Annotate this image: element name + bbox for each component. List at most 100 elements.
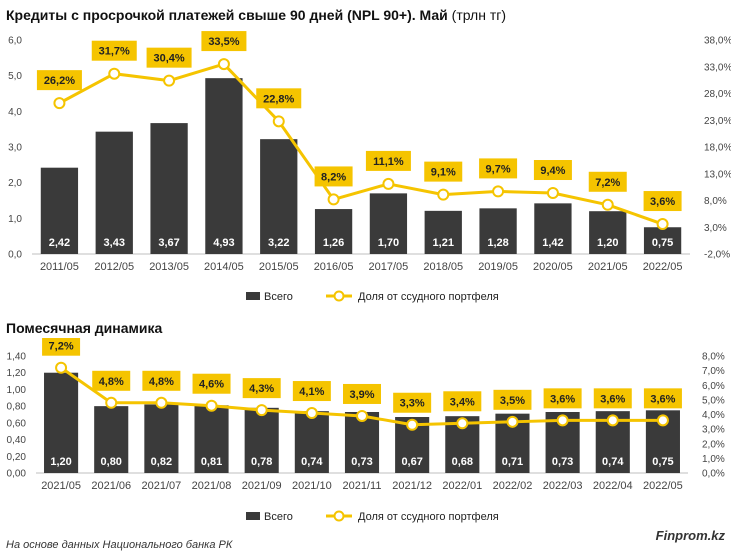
share-value-label: 3,6%	[550, 393, 575, 405]
bar-value-label: 3,22	[268, 237, 289, 249]
share-value-label: 31,7%	[99, 46, 130, 58]
x-tick-label: 2021/08	[192, 480, 232, 492]
share-point	[456, 417, 469, 430]
x-tick-label: 2021/07	[142, 480, 182, 492]
bar-value-label: 1,20	[597, 237, 618, 249]
share-value-label: 3,9%	[349, 389, 374, 401]
share-label-bg	[543, 388, 582, 409]
legend-label-bars: Всего	[264, 511, 293, 523]
bar	[244, 407, 279, 473]
share-label-bg	[493, 389, 532, 410]
share-label-bg	[201, 31, 247, 52]
share-label-bg	[242, 378, 281, 399]
share-point	[492, 185, 505, 198]
x-tick-label: 2018/05	[423, 261, 463, 273]
bar	[260, 139, 298, 254]
share-value-label: 4,1%	[299, 386, 324, 398]
legend-label-bars: Всего	[264, 291, 293, 303]
share-value-label: 7,2%	[49, 341, 74, 353]
share-label-bg	[479, 158, 518, 179]
x-tick-label: 2022/04	[593, 480, 633, 492]
share-label-bg	[192, 373, 231, 394]
bar	[294, 411, 329, 473]
y-tick-label: 0,40	[7, 435, 27, 446]
x-tick-label: 2011/05	[40, 261, 79, 273]
share-point	[356, 409, 368, 422]
bar-value-label: 0,71	[502, 456, 523, 468]
y-tick-label: 1,20	[7, 368, 27, 379]
bar	[194, 405, 229, 473]
bar-value-label: 1,42	[542, 237, 563, 249]
share-label-bg	[593, 388, 632, 409]
share-value-label: 3,3%	[400, 398, 425, 410]
share-point	[382, 177, 395, 190]
y-tick-label: 1,00	[7, 385, 27, 396]
share-point	[656, 218, 669, 231]
bar	[314, 209, 353, 254]
bar-value-label: 0,82	[151, 456, 172, 468]
x-tick-label: 2012/05	[94, 261, 134, 273]
bar-value-label: 0,75	[652, 237, 673, 249]
share-point	[255, 404, 268, 417]
share-label-bg	[588, 171, 627, 192]
monthly-npl-chart: 0,00 0,20 0,40 0,60 0,80 1,00 1,20 1,40 0,0% 1,0%…	[7, 338, 725, 523]
y2-tick-label: 1,0%	[702, 454, 725, 465]
share-point	[205, 399, 218, 412]
x-tick-label: 2016/05	[314, 261, 354, 273]
share-point	[606, 414, 619, 427]
bar	[369, 193, 408, 254]
share-label-bg	[343, 383, 381, 404]
share-label-bg	[643, 388, 682, 409]
share-label-bg	[314, 166, 353, 187]
y-tick-label: 0,80	[7, 402, 27, 413]
share-value-label: 9,1%	[431, 167, 456, 179]
y-tick-label: 0,60	[7, 418, 27, 429]
bar	[144, 404, 179, 473]
x-tick-label: 2022/02	[493, 480, 533, 492]
x-tick-label: 2015/05	[259, 261, 299, 273]
share-label-bg	[146, 47, 192, 68]
x-tick-label: 2021/11	[343, 480, 382, 492]
y-tick-label: 1,0	[8, 214, 22, 225]
bar-value-label: 3,43	[104, 237, 125, 249]
share-point	[556, 414, 569, 427]
legend-label-line: Доля от ссудного портфеля	[358, 291, 499, 303]
y2-tick-label: 8,0%	[704, 196, 727, 207]
legend-swatch-marker	[333, 510, 345, 522]
share-label-bg	[643, 191, 682, 212]
bar	[95, 131, 133, 254]
bar-value-label: 2,42	[49, 237, 70, 249]
y2-tick-label: 2,0%	[702, 439, 725, 450]
bar	[479, 208, 517, 254]
share-value-label: 33,5%	[208, 36, 239, 48]
x-tick-label: 2022/03	[543, 480, 583, 492]
share-point	[656, 414, 669, 427]
share-point	[601, 198, 614, 211]
share-label-bg	[91, 40, 137, 61]
legend-swatch-bars	[246, 512, 260, 520]
x-tick-label: 2022/05	[643, 480, 683, 492]
share-label-bg	[36, 70, 82, 91]
share-value-label: 8,2%	[321, 171, 346, 183]
bar-value-label: 0,78	[251, 456, 272, 468]
x-tick-label: 2022/05	[643, 261, 683, 273]
bar-value-label: 0,80	[101, 456, 122, 468]
share-value-label: 4,3%	[249, 383, 274, 395]
bar-value-label: 0,73	[552, 456, 573, 468]
y-tick-label: 5,0	[8, 71, 22, 82]
y2-tick-label: 5,0%	[702, 395, 725, 406]
y2-tick-label: 23,0%	[704, 116, 731, 127]
share-value-label: 3,4%	[450, 396, 475, 408]
bar-value-label: 0,74	[602, 456, 624, 468]
share-value-label: 3,6%	[600, 393, 625, 405]
x-tick-label: 2021/05	[41, 480, 81, 492]
share-point	[437, 188, 450, 201]
bar-value-label: 1,21	[433, 237, 454, 249]
share-point	[55, 361, 68, 374]
chart-title-monthly: Помесячная динамика	[6, 320, 163, 336]
bar-value-label: 0,74	[301, 456, 323, 468]
bar-value-label: 1,70	[378, 237, 399, 249]
legend-label-line: Доля от ссудного портфеля	[358, 511, 499, 523]
bar-value-label: 1,28	[487, 237, 508, 249]
bar-value-label: 0,68	[452, 456, 473, 468]
